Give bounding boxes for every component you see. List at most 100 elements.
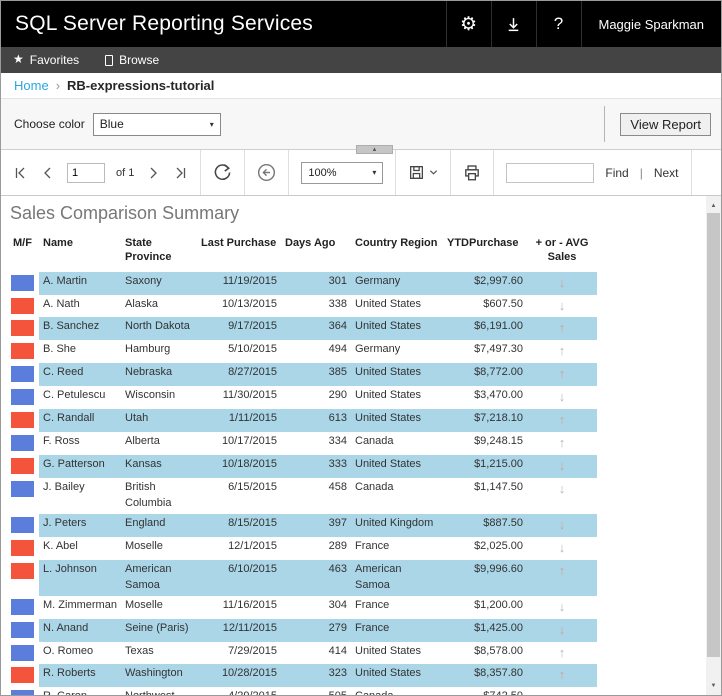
triangle-down-icon: ▼ [710,682,717,689]
print-button[interactable] [463,164,481,182]
collapse-parameters-handle[interactable]: ▲ [356,145,393,154]
page-number-input[interactable] [67,162,105,183]
cell-name: B. Sanchez [39,317,121,341]
cell-days-ago: 323 [281,664,351,688]
table-row: R. Caron Northwest Territories 4/29/2015… [9,687,597,695]
mf-color-swatch [11,366,34,383]
table-row: O. Romeo Texas 7/29/2015 414 United Stat… [9,642,597,665]
export-button[interactable] [408,164,438,181]
trend-arrow-icon: ↑ [558,412,566,428]
cell-state-province: England [121,513,197,537]
cell-name: M. Zimmerman [43,598,117,611]
cell-days-ago: 463 [281,559,351,596]
cell-ytd-purchase: $6,191.00 [443,317,527,341]
trend-arrow-icon: ↑ [558,343,566,359]
trend-arrow-icon: ↓ [558,516,566,532]
cell-last-purchase: 8/15/2015 [197,513,281,537]
cell-state-province: Seine (Paris) [121,618,197,642]
trend-arrow-icon: ↓ [558,458,566,474]
cell-name: G. Patterson [39,455,121,479]
find-input[interactable] [506,162,595,183]
scrollbar-thumb[interactable] [707,213,720,657]
cell-state-province: Alberta [125,435,160,448]
nav-item-browse[interactable]: Browse [105,53,159,67]
nav-bar: ★ Favorites Browse [1,47,721,73]
cell-ytd-purchase: $742.50 [443,687,527,695]
back-group [245,150,290,195]
view-report-button[interactable]: View Report [620,112,711,136]
breadcrumb-home-link[interactable]: Home [14,78,49,93]
mf-color-swatch [11,621,34,638]
report-table-body: A. Martin Saxony 11/19/2015 301 Germany … [9,271,597,695]
download-button[interactable] [490,1,536,47]
gear-icon: ⚙ [459,13,478,35]
mf-color-swatch [11,389,34,406]
cell-days-ago: 289 [328,539,347,552]
settings-button[interactable]: ⚙ [445,1,491,47]
cell-last-purchase: 12/1/2015 [228,539,277,552]
find-link[interactable]: Find [605,165,629,180]
trend-arrow-icon: ↓ [558,621,566,637]
mf-color-swatch [11,412,34,429]
refresh-icon [214,164,231,180]
cell-ytd-purchase: $2,025.00 [474,539,523,552]
mf-color-swatch [11,539,34,556]
previous-page-button[interactable] [40,165,56,181]
back-arrow-icon [258,163,276,182]
last-page-button[interactable] [172,165,188,181]
cell-name: C. Reed [39,363,121,387]
refresh-button[interactable] [213,163,232,182]
next-page-button[interactable] [145,165,161,181]
cell-name: R. Caron [39,687,121,695]
cell-state-province: Northwest Territories [121,687,197,695]
report-viewport: Sales Comparison Summary M/F Name State … [1,196,721,695]
cell-days-ago: 290 [328,389,347,402]
zoom-dropdown[interactable]: 100% ▾ [301,161,384,184]
user-name: Maggie Sparkman [598,16,705,32]
cell-name: B. She [43,343,77,356]
cell-state-province: Nebraska [121,363,197,387]
cell-last-purchase: 1/11/2015 [197,409,281,433]
cell-name: J. Peters [39,513,121,537]
help-icon: ? [553,14,564,33]
trend-arrow-icon: ↑ [558,320,566,336]
cell-days-ago: 338 [328,297,347,310]
cell-ytd-purchase: $8,578.00 [474,644,523,657]
next-link[interactable]: Next [653,165,679,180]
mf-color-swatch [11,458,34,475]
trend-arrow-icon: ↓ [558,297,566,313]
help-button[interactable]: ? [535,1,581,47]
user-menu[interactable]: Maggie Sparkman [580,1,722,47]
scroll-down-button[interactable]: ▼ [706,678,721,693]
breadcrumb-current: RB-expressions-tutorial [67,78,215,93]
nav-item-favorites[interactable]: ★ Favorites [13,52,79,67]
mf-color-swatch [11,644,34,661]
cell-days-ago: 334 [328,435,347,448]
mf-color-swatch [11,481,34,498]
report-title: Sales Comparison Summary [10,203,240,223]
page-count-label: of 1 [116,166,135,179]
cell-country-region: American Samoa [351,559,443,596]
first-page-button[interactable] [13,165,29,181]
scroll-up-button[interactable]: ▲ [706,198,721,213]
cell-country-region: Germany [351,271,443,295]
cell-country-region: United States [351,317,443,341]
back-button[interactable] [257,163,276,182]
cell-country-region: France [355,539,390,552]
table-row: B. Sanchez North Dakota 9/17/2015 364 Un… [9,317,597,341]
choose-color-dropdown[interactable]: Blue ▾ [92,112,221,136]
cell-state-province: Wisconsin [125,389,176,402]
vertical-scrollbar[interactable]: ▲ ▼ [706,196,721,695]
cell-name: L. Johnson [39,559,121,596]
cell-country-region: United States [351,363,443,387]
table-row: B. She Hamburg 5/10/2015 494 Germany $7,… [9,340,597,363]
mf-color-swatch [11,320,34,337]
chevron-down-icon [430,170,438,175]
breadcrumb: Home › RB-expressions-tutorial [1,73,721,98]
cell-ytd-purchase: $7,218.10 [443,409,527,433]
cell-days-ago: 414 [328,644,347,657]
parameter-panel: Choose color Blue ▾ View Report [1,98,721,150]
cell-ytd-purchase: $1,200.00 [474,598,523,611]
cell-last-purchase: 5/10/2015 [228,343,277,356]
